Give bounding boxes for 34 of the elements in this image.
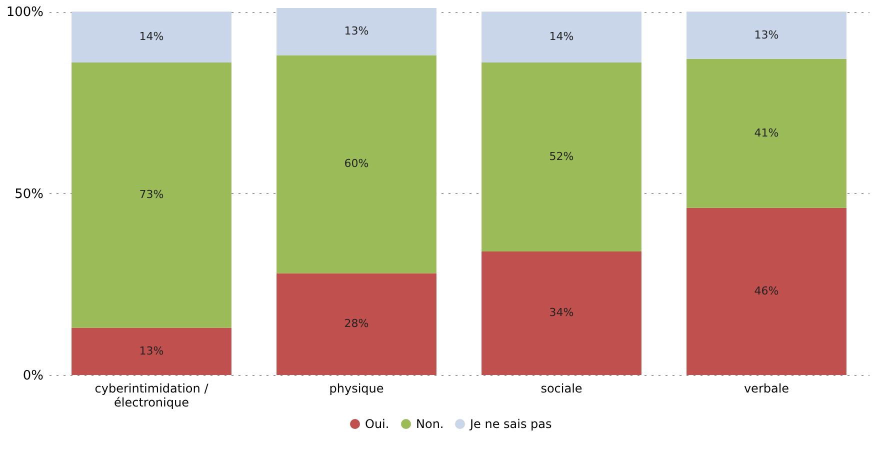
data-label: 52% [549, 150, 574, 163]
bar [482, 62, 642, 252]
bar [72, 12, 232, 63]
bar [482, 12, 642, 63]
data-label: 46% [754, 284, 779, 298]
bar [276, 8, 436, 56]
data-label: 13% [139, 344, 164, 358]
bar [482, 251, 642, 375]
data-label: 13% [344, 24, 369, 38]
bar [72, 328, 232, 375]
x-tick-label: sociale [540, 382, 582, 396]
bar [686, 58, 846, 208]
bar [686, 12, 846, 59]
y-tick-label: 50% [14, 186, 44, 202]
y-tick-label: 100% [6, 5, 44, 20]
legend-label: Non. [416, 417, 444, 431]
data-label: 41% [754, 126, 779, 140]
data-label: 60% [344, 157, 369, 170]
data-label: 13% [754, 28, 779, 42]
data-label: 28% [344, 317, 369, 330]
bar [72, 62, 232, 328]
data-label: 34% [549, 306, 574, 320]
data-label: 14% [549, 30, 574, 44]
bar [686, 208, 846, 375]
data-label: 14% [139, 30, 164, 44]
bar [276, 273, 436, 375]
y-tick-label: 0% [22, 368, 44, 384]
x-tick-label: physique [329, 382, 384, 396]
legend-label: Oui. [365, 417, 390, 431]
x-tick-label: cyberintimidation / électronique [94, 382, 210, 410]
bar [276, 55, 436, 274]
legend-label: Je ne sais pas [469, 417, 552, 431]
x-tick-label: verbale [744, 382, 790, 396]
data-label: 73% [139, 188, 164, 202]
